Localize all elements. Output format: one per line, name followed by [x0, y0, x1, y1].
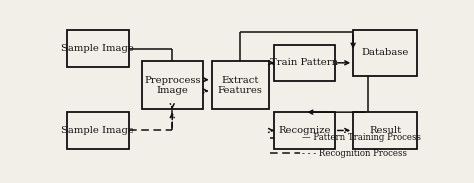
Text: Result: Result	[369, 126, 401, 135]
FancyBboxPatch shape	[142, 61, 202, 109]
Text: Database: Database	[362, 48, 409, 57]
FancyBboxPatch shape	[274, 44, 335, 81]
Text: Sample Image: Sample Image	[62, 44, 134, 53]
FancyBboxPatch shape	[66, 112, 129, 149]
Text: — Pattern Training Process: — Pattern Training Process	[301, 133, 421, 142]
Text: Extract
Features: Extract Features	[218, 76, 263, 95]
FancyBboxPatch shape	[353, 30, 418, 76]
Text: Recognize: Recognize	[278, 126, 331, 135]
FancyBboxPatch shape	[274, 112, 335, 149]
Text: Train Pattern: Train Pattern	[270, 58, 338, 67]
FancyBboxPatch shape	[66, 30, 129, 67]
Text: Sample Image: Sample Image	[62, 126, 134, 135]
Text: - - - Recognition Process: - - - Recognition Process	[301, 149, 407, 158]
FancyBboxPatch shape	[353, 112, 418, 149]
FancyBboxPatch shape	[212, 61, 269, 109]
Text: Preprocess
Image: Preprocess Image	[144, 76, 201, 95]
